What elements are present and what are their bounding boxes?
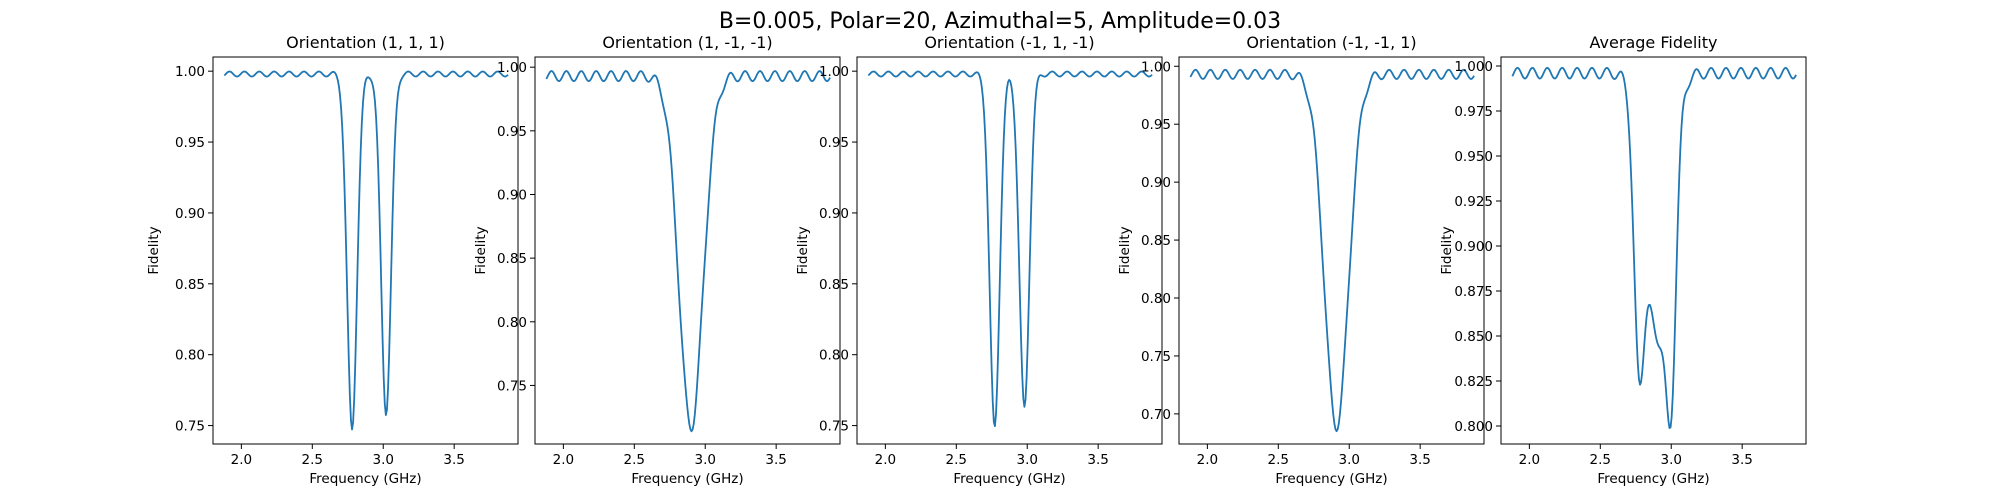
y-tick-label: 0.925 [1454, 194, 1493, 210]
y-tick-label: 1.00 [175, 64, 205, 80]
x-tick-label: 3.5 [1409, 452, 1430, 468]
figure-title: B=0.005, Polar=20, Azimuthal=5, Amplitud… [719, 9, 1281, 34]
x-tick-label: 2.5 [1268, 452, 1289, 468]
x-axis-label: Frequency (GHz) [309, 471, 421, 487]
y-tick-label: 0.975 [1454, 104, 1493, 120]
x-tick-label: 2.5 [624, 452, 645, 468]
x-tick-label: 2.5 [1590, 452, 1611, 468]
y-tick-label: 0.80 [819, 348, 849, 364]
fidelity-line [1189, 68, 1475, 433]
x-tick-label: 2.0 [553, 452, 574, 468]
y-tick-label: 0.80 [497, 315, 527, 331]
subplot-title: Average Fidelity [1590, 33, 1718, 52]
y-tick-label: 0.75 [497, 378, 527, 394]
subplot-3: Orientation (-1, 1, -1) 2.0 2.5 3.0 3.5 0.75 0… [795, 33, 1163, 487]
plot-frame [856, 56, 1163, 445]
y-tick-label: 0.85 [497, 251, 527, 267]
x-tick-label: 3.0 [372, 452, 393, 468]
x-axis-label: Frequency (GHz) [631, 471, 743, 487]
y-tick-label: 0.800 [1454, 419, 1493, 435]
y-axis-label: Fidelity [1117, 226, 1133, 274]
fidelity-line [545, 70, 831, 433]
plot-frame [534, 56, 841, 445]
subplot-title: Orientation (1, -1, -1) [602, 33, 772, 52]
y-tick-label: 0.95 [1141, 117, 1171, 133]
y-tick-label: 0.95 [497, 124, 527, 140]
subplot-2: Orientation (1, -1, -1) 2.0 2.5 3.0 3.5 0.75 0… [473, 33, 841, 487]
subplot-title: Orientation (-1, -1, 1) [1246, 33, 1416, 52]
x-tick-label: 2.0 [1519, 452, 1540, 468]
x-tick-label: 3.0 [1016, 452, 1037, 468]
y-tick-label: 0.90 [1141, 175, 1171, 191]
y-tick-label: 0.75 [175, 419, 205, 435]
y-tick-label: 0.90 [819, 206, 849, 222]
x-tick-label: 3.5 [765, 452, 786, 468]
y-tick-label: 0.850 [1454, 329, 1493, 345]
y-tick-label: 1.00 [1141, 59, 1171, 75]
y-tick-label: 0.875 [1454, 284, 1493, 300]
x-tick-label: 2.0 [231, 452, 252, 468]
x-tick-label: 3.0 [1660, 452, 1681, 468]
subplot-grid: Orientation (1, 1, 1) 2.0 2.5 3.0 3.5 0.75 0.8… [146, 33, 1807, 487]
x-axis-label: Frequency (GHz) [1275, 471, 1387, 487]
y-tick-label: 0.75 [1141, 349, 1171, 365]
y-tick-label: 0.90 [497, 187, 527, 203]
x-tick-label: 3.5 [443, 452, 464, 468]
x-tick-label: 3.5 [1731, 452, 1752, 468]
y-tick-label: 0.80 [175, 348, 205, 364]
y-tick-label: 0.95 [819, 135, 849, 151]
y-tick-label: 1.000 [1454, 59, 1493, 75]
x-axis-label: Frequency (GHz) [953, 471, 1065, 487]
y-axis-label: Fidelity [146, 226, 162, 274]
y-tick-label: 0.900 [1454, 239, 1493, 255]
y-axis-label: Fidelity [473, 226, 489, 274]
y-axis-label: Fidelity [795, 226, 811, 274]
y-tick-label: 1.00 [819, 64, 849, 80]
y-tick-label: 0.75 [819, 419, 849, 435]
subplot-1: Orientation (1, 1, 1) 2.0 2.5 3.0 3.5 0.75 0.8… [146, 33, 519, 487]
plot-frame [212, 56, 519, 445]
y-tick-label: 0.825 [1454, 374, 1493, 390]
subplot-title: Orientation (-1, 1, -1) [924, 33, 1094, 52]
subplot-title: Orientation (1, 1, 1) [286, 33, 445, 52]
x-tick-label: 3.0 [1338, 452, 1359, 468]
y-tick-label: 1.00 [497, 60, 527, 76]
x-tick-label: 2.0 [1197, 452, 1218, 468]
fidelity-line [1511, 66, 1797, 429]
x-tick-label: 2.5 [946, 452, 967, 468]
subplot-4: Orientation (-1, -1, 1) 2.0 2.5 3.0 3.5 0.70 0… [1117, 33, 1485, 487]
x-axis-label: Frequency (GHz) [1597, 471, 1709, 487]
y-tick-label: 0.85 [175, 277, 205, 293]
x-tick-label: 2.0 [875, 452, 896, 468]
y-tick-label: 0.85 [1141, 233, 1171, 249]
y-tick-label: 0.95 [175, 135, 205, 151]
subplot-5: Average Fidelity 2.0 2.5 3.0 3.5 0.800 0.825 0.… [1439, 33, 1807, 487]
fidelity-line [867, 70, 1153, 428]
fidelity-line [223, 70, 509, 431]
plot-frame [1500, 56, 1807, 445]
y-tick-label: 0.70 [1141, 407, 1171, 423]
x-tick-label: 3.0 [694, 452, 715, 468]
y-tick-label: 0.950 [1454, 149, 1493, 165]
y-axis-label: Fidelity [1439, 226, 1455, 274]
y-tick-label: 0.80 [1141, 291, 1171, 307]
x-tick-label: 2.5 [302, 452, 323, 468]
x-tick-label: 3.5 [1087, 452, 1108, 468]
y-tick-label: 0.90 [175, 206, 205, 222]
y-tick-label: 0.85 [819, 277, 849, 293]
plot-frame [1178, 56, 1485, 445]
